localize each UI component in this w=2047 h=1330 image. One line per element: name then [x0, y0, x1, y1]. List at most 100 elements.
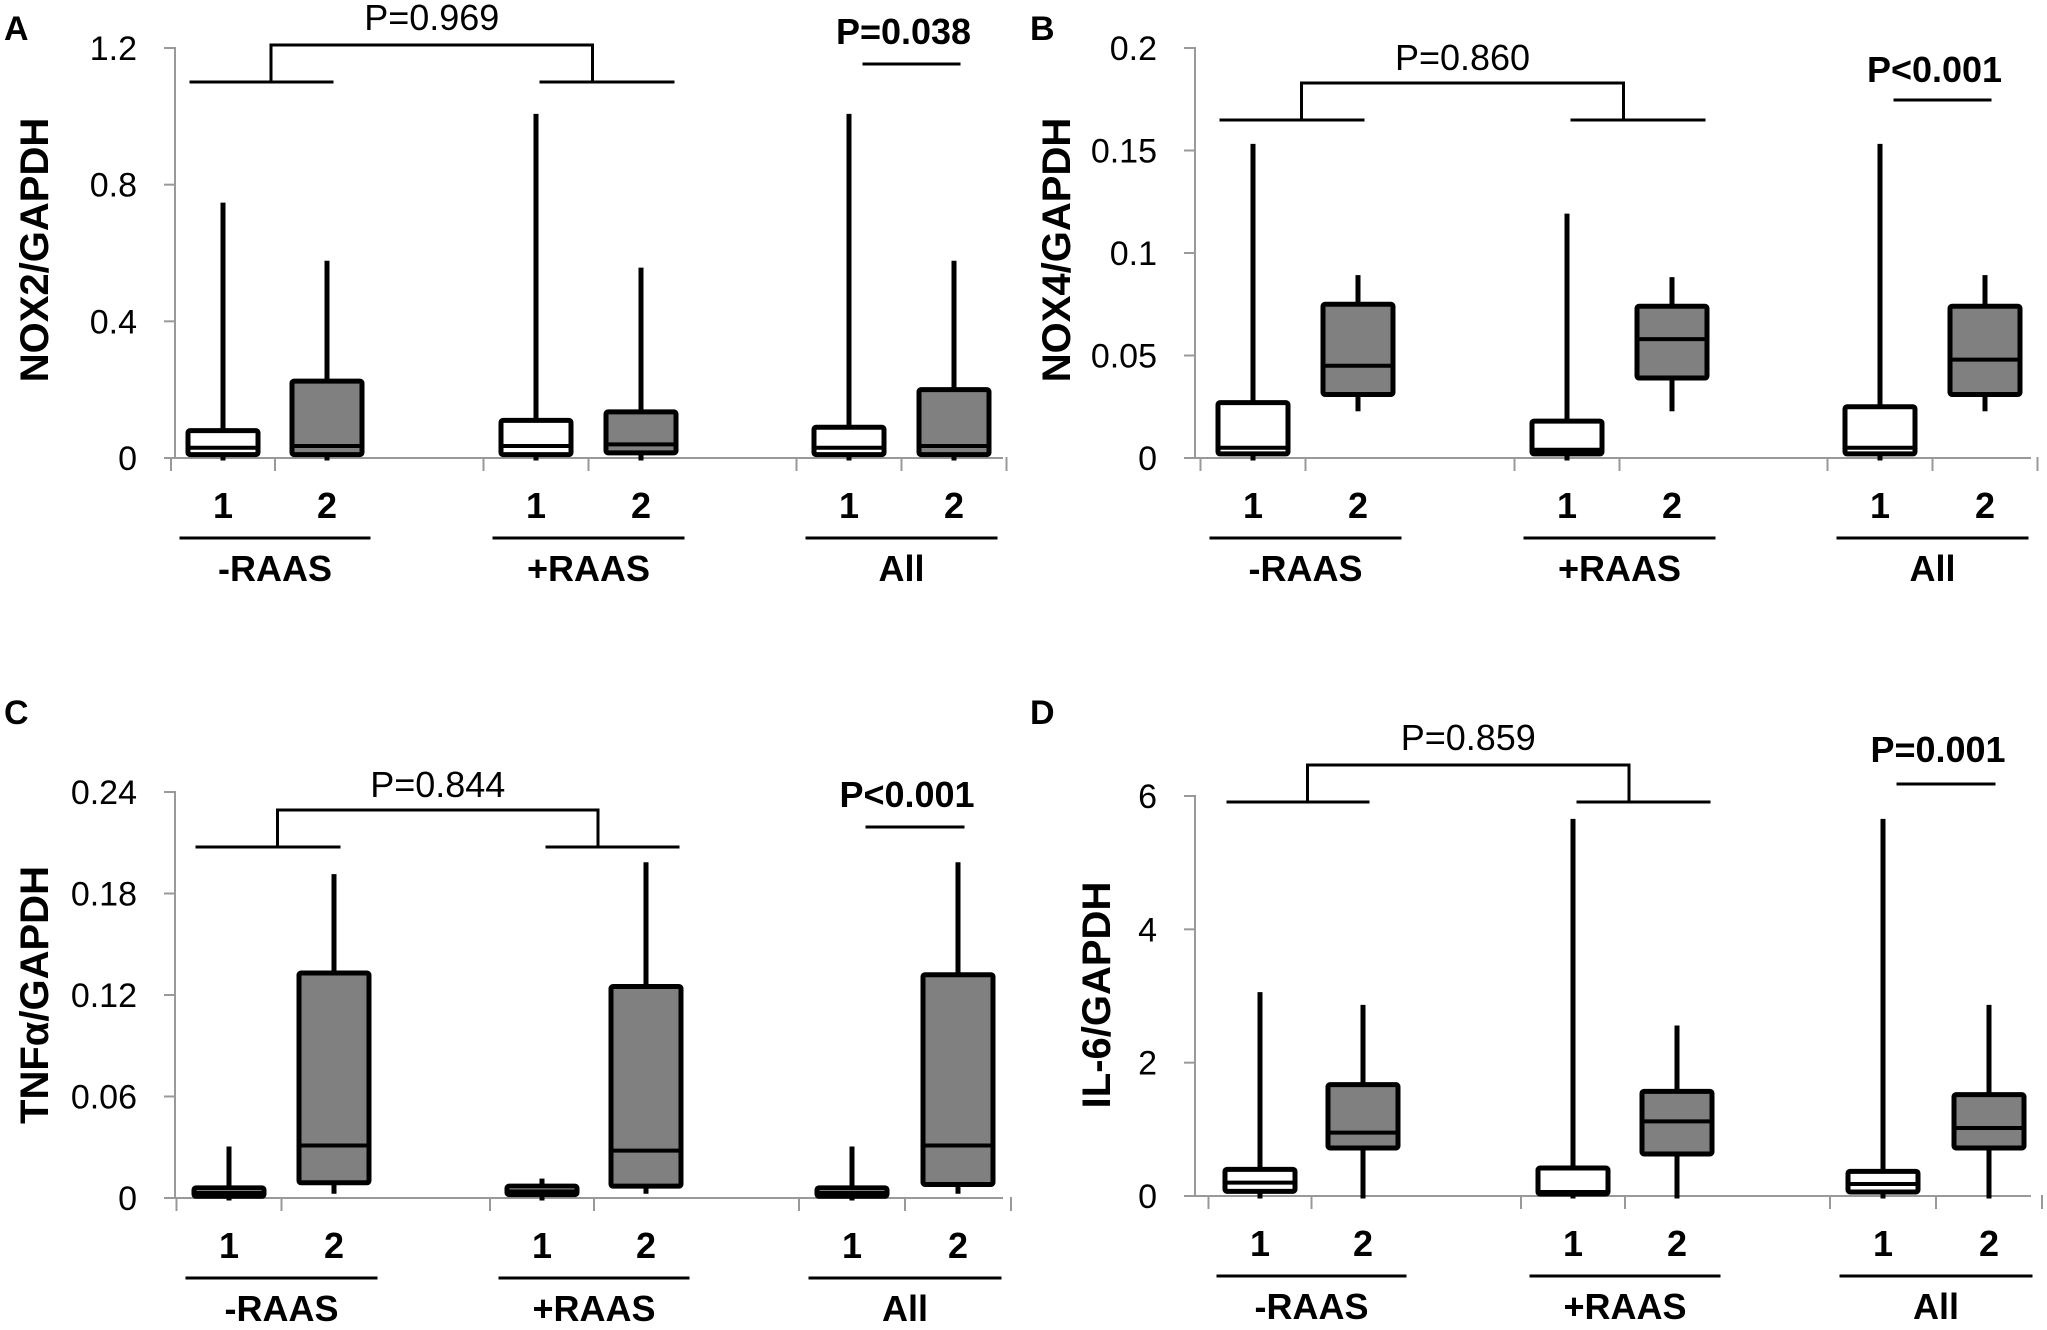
- x-label: 2: [631, 485, 651, 526]
- box-all-2: [916, 260, 992, 461]
- group-label: +RAAS: [1558, 548, 1681, 589]
- x-label: 1: [1250, 1223, 1270, 1264]
- y-axis-label: NOX2/GAPDH: [13, 118, 57, 383]
- panel-a: A 0 0.4 0.8 1.2 NOX2/GAPDH 1 2 -RAAS 1 2 +RAAS 1 2 All…: [4, 0, 1008, 589]
- panel-d: D 0 2 4 6 IL-6/GAPDH 1 2 -RAAS 1 2 +RAAS 1 2 All P=0.85…: [1030, 694, 2043, 1327]
- box-raas-2: [296, 874, 372, 1194]
- box-body: [1947, 303, 2023, 397]
- box-all-2: [1951, 1004, 2027, 1199]
- y-tick-label: 1.2: [90, 30, 137, 68]
- box-all-1: [814, 1146, 890, 1201]
- box-raas-2: [1320, 275, 1396, 412]
- group-label: All: [882, 1288, 928, 1329]
- box-all-1: [1845, 818, 1921, 1199]
- box-raas-2: [1325, 1004, 1401, 1199]
- panel-c: C 0 0.06 0.12 0.18 0.24 TNFα/GAPDH 1 2 -RAAS 1 2 +RA…: [4, 694, 1012, 1329]
- box-raas-2: [1639, 1025, 1715, 1199]
- box-body: [289, 378, 365, 458]
- y-tick-label: 0: [118, 1180, 137, 1218]
- x-label: 1: [1870, 485, 1890, 526]
- box-body: [1222, 1166, 1298, 1194]
- box-raas-1: [504, 1178, 580, 1201]
- y-tick-label: 0.18: [71, 876, 137, 914]
- group-label: All: [1909, 548, 1955, 589]
- comparison-bracket: [1219, 81, 1706, 122]
- y-tick-label: 0.2: [1110, 30, 1157, 68]
- y-tick-label: 0.06: [71, 1079, 137, 1117]
- all-p-value: P=0.001: [1870, 729, 2005, 770]
- box-raas-1: [1222, 992, 1298, 1199]
- comparison-p-value: P=0.969: [364, 0, 499, 38]
- group-label: -RAAS: [218, 548, 332, 589]
- box-all-1: [811, 113, 887, 461]
- group-label: -RAAS: [225, 1288, 339, 1329]
- x-label: 1: [842, 1225, 862, 1266]
- x-label: 1: [1557, 485, 1577, 526]
- y-tick-label: 2: [1138, 1045, 1157, 1083]
- box-body: [1529, 418, 1605, 457]
- box-body: [185, 428, 261, 458]
- all-p-value: P<0.001: [839, 774, 974, 815]
- comparison-p-value: P=0.844: [370, 764, 505, 805]
- x-label: 1: [839, 485, 859, 526]
- x-label: 2: [1353, 1223, 1373, 1264]
- box-body: [296, 970, 372, 1186]
- x-label: 2: [948, 1225, 968, 1266]
- all-p-value: P<0.001: [1867, 49, 2002, 90]
- y-axis-label: IL-6/GAPDH: [1075, 882, 1119, 1109]
- box-raas-1: [1535, 818, 1611, 1199]
- y-tick-label: 0: [1138, 440, 1157, 478]
- box-raas-1: [185, 202, 261, 461]
- panel-letter: B: [1030, 10, 1055, 48]
- group-label: -RAAS: [1249, 548, 1363, 589]
- box-raas-2: [1634, 277, 1710, 412]
- box-raas-2: [603, 267, 679, 461]
- comparison-p-value: P=0.860: [1395, 37, 1530, 78]
- x-label: 1: [219, 1225, 239, 1266]
- x-label: 1: [213, 485, 233, 526]
- group-label: +RAAS: [527, 548, 650, 589]
- comparison-bracket: [195, 808, 680, 849]
- box-body: [1634, 303, 1710, 381]
- y-tick-label: 0.24: [71, 774, 137, 812]
- y-axis-label: TNFα/GAPDH: [13, 866, 57, 1124]
- box-body: [1320, 301, 1396, 397]
- box-raas-1: [191, 1146, 267, 1201]
- comparison-p-value: P=0.859: [1401, 717, 1536, 758]
- box-raas-1: [1529, 213, 1605, 461]
- box-body: [1325, 1082, 1401, 1151]
- panel-letter: A: [4, 10, 29, 48]
- box-body: [498, 417, 574, 458]
- y-tick-label: 0.1: [1110, 235, 1157, 273]
- comparison-bracket: [189, 43, 675, 84]
- y-axis-label: NOX4/GAPDH: [1035, 118, 1079, 383]
- box-all-2: [920, 862, 996, 1194]
- y-tick-label: 4: [1138, 911, 1157, 949]
- y-tick-label: 0.15: [1091, 133, 1157, 171]
- group-label: +RAAS: [1563, 1286, 1686, 1327]
- x-label: 2: [944, 485, 964, 526]
- y-tick-label: 0.8: [90, 167, 137, 205]
- y-tick-label: 0.12: [71, 977, 137, 1015]
- x-label: 2: [1667, 1223, 1687, 1264]
- box-body: [811, 424, 887, 458]
- x-label: 2: [1975, 485, 1995, 526]
- panel-letter: D: [1030, 694, 1055, 732]
- all-p-value: P=0.038: [836, 11, 971, 52]
- x-label: 1: [1243, 485, 1263, 526]
- x-label: 1: [1563, 1223, 1583, 1264]
- y-tick-label: 0: [1138, 1178, 1157, 1216]
- group-label: +RAAS: [532, 1288, 655, 1329]
- x-label: 2: [1662, 485, 1682, 526]
- box-body: [1842, 404, 1918, 457]
- comparison-bracket: [1226, 763, 1711, 804]
- x-label: 1: [526, 485, 546, 526]
- box-body: [608, 984, 684, 1189]
- box-raas-1: [498, 113, 574, 461]
- box-body: [1845, 1168, 1921, 1195]
- panel-letter: C: [4, 694, 29, 732]
- box-body: [916, 387, 992, 458]
- y-tick-label: 6: [1138, 778, 1157, 816]
- box-raas-2: [289, 260, 365, 461]
